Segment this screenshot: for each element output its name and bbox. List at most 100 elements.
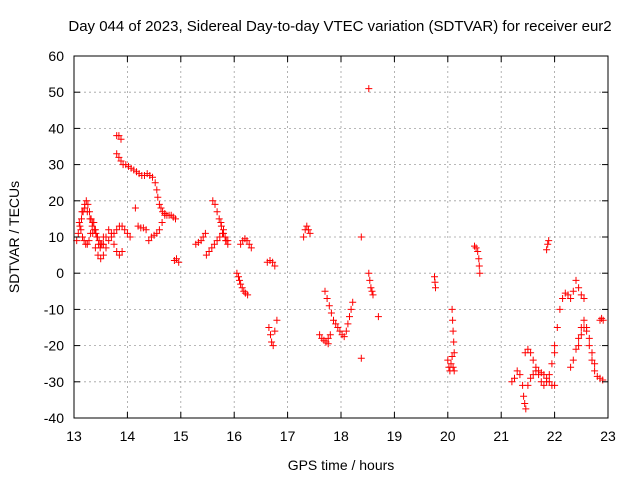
data-point	[527, 349, 535, 357]
data-point	[86, 215, 94, 223]
data-point	[105, 237, 113, 245]
data-point	[347, 305, 355, 313]
data-point	[580, 295, 588, 302]
data-point	[449, 316, 457, 324]
data-point	[151, 179, 159, 187]
data-point	[551, 349, 559, 357]
data-point	[155, 226, 163, 234]
y-tick-label: -30	[44, 374, 64, 390]
data-point	[79, 233, 86, 241]
y-tick-label: 0	[56, 265, 64, 281]
data-point	[222, 237, 230, 245]
data-point	[99, 240, 107, 248]
data-point	[97, 255, 105, 263]
data-point	[448, 305, 456, 313]
data-point	[324, 340, 332, 348]
data-point	[157, 204, 165, 212]
y-tick-label: 50	[48, 84, 64, 100]
data-point	[217, 219, 225, 226]
y-axis-label: SDTVAR / TECUs	[6, 181, 22, 293]
data-point	[75, 219, 83, 226]
data-point	[117, 157, 125, 165]
data-point	[237, 240, 245, 248]
data-point	[569, 356, 577, 364]
data-point	[366, 276, 374, 284]
data-point	[548, 360, 556, 368]
x-tick-label: 19	[387, 428, 403, 444]
data-point	[567, 295, 575, 302]
data-point	[323, 295, 331, 302]
x-tick-label: 13	[66, 428, 82, 444]
data-point	[588, 349, 596, 357]
data-point	[564, 291, 572, 299]
data-point	[149, 173, 156, 181]
data-point	[74, 229, 82, 237]
data-point	[599, 316, 607, 324]
data-point	[117, 135, 125, 143]
data-point	[83, 208, 91, 216]
data-point	[577, 331, 585, 339]
data-point	[115, 251, 123, 259]
data-point	[271, 262, 279, 270]
data-point	[365, 269, 373, 277]
data-point	[269, 342, 277, 350]
data-point	[84, 200, 92, 208]
data-point	[175, 258, 183, 266]
data-point	[238, 284, 246, 292]
data-point	[569, 287, 577, 295]
data-point	[575, 342, 583, 350]
data-point	[543, 374, 551, 382]
data-point	[81, 204, 89, 212]
data-points	[73, 85, 607, 413]
data-point	[172, 215, 179, 223]
x-tick-label: 21	[493, 428, 509, 444]
data-point	[199, 233, 207, 241]
data-point	[572, 276, 580, 284]
data-point	[551, 342, 559, 350]
data-point	[235, 273, 242, 281]
data-point	[545, 237, 553, 245]
data-point	[89, 229, 97, 237]
data-point	[575, 284, 583, 292]
data-point	[215, 215, 223, 223]
data-point	[365, 85, 373, 93]
data-point	[208, 244, 216, 252]
chart-title: Day 044 of 2023, Sidereal Day-to-day VTE…	[68, 18, 611, 35]
data-point	[91, 226, 99, 234]
data-point	[527, 374, 535, 382]
data-point	[580, 316, 588, 324]
axis-ticks: 13 14 15 16 17 18 19 20 21 22 23 -40 -30 -20 -10 0 10 20 3…	[44, 48, 616, 444]
data-point	[77, 226, 85, 234]
data-point	[474, 248, 482, 255]
data-point	[118, 248, 126, 255]
data-point	[367, 284, 375, 292]
data-point	[316, 331, 324, 339]
data-point	[245, 240, 253, 248]
data-point	[102, 233, 110, 241]
data-point	[475, 262, 483, 270]
data-point	[161, 211, 169, 219]
data-point	[110, 240, 118, 248]
data-point	[588, 356, 596, 364]
data-point	[471, 242, 478, 250]
x-tick-label: 17	[280, 428, 296, 444]
data-point	[115, 153, 123, 161]
data-point	[236, 276, 243, 284]
data-point	[475, 255, 483, 263]
data-point	[85, 237, 93, 245]
data-point	[357, 233, 365, 241]
data-point	[508, 378, 516, 386]
data-point	[145, 237, 153, 245]
data-point	[585, 342, 593, 350]
data-point	[585, 334, 593, 342]
data-point	[105, 226, 113, 234]
grid	[74, 56, 608, 418]
data-point	[211, 200, 219, 208]
data-point	[540, 381, 548, 389]
data-point	[99, 251, 107, 259]
data-point	[332, 320, 340, 328]
data-point	[153, 186, 161, 194]
data-point	[450, 349, 458, 357]
data-point	[544, 240, 552, 248]
data-point	[572, 345, 580, 353]
